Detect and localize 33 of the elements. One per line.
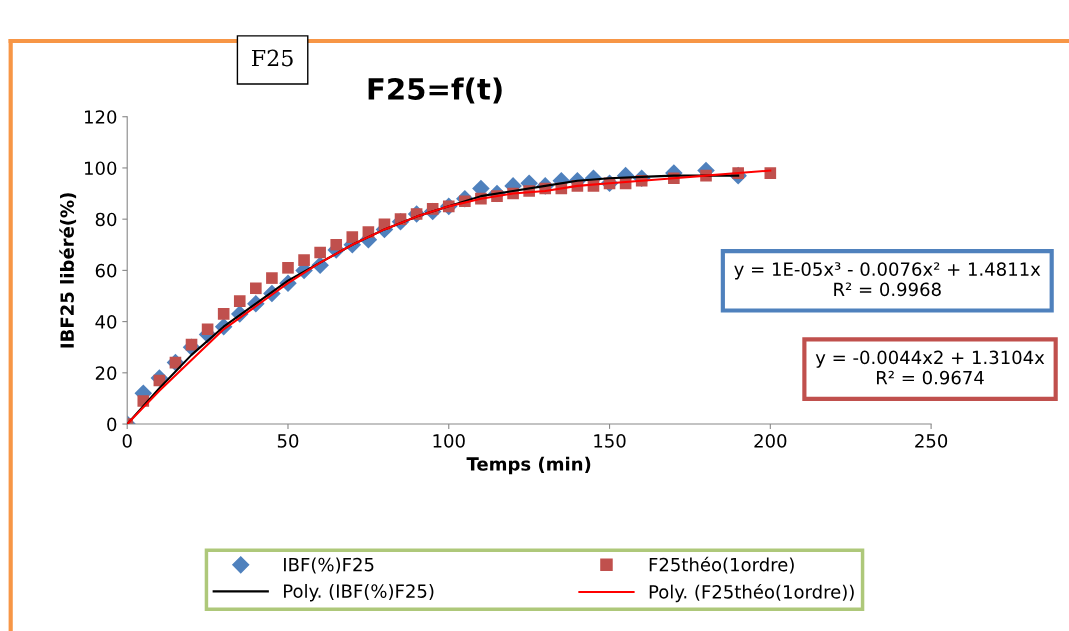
y-tick-label: 20 (95, 366, 117, 380)
annotation: y = -0.0044x2 + 1.3104x R² = 0.9674 (815, 350, 1045, 385)
x-axis-title: Temps (min) (466, 456, 591, 475)
point (266, 272, 278, 284)
y-tick-label: 100 (85, 161, 117, 176)
legend-label: Poly. (F25théo(1ordre)) (649, 583, 854, 603)
point (201, 323, 214, 336)
point (250, 282, 262, 295)
legend-label: F25théo(1ordre) (649, 556, 794, 574)
y-tick-label: 80 (95, 212, 117, 227)
x-tick-label: 50 (277, 434, 299, 448)
legend-label: Poly. (IBF(%)F25) (284, 583, 434, 602)
y-tick-label: 60 (95, 263, 117, 278)
point (314, 246, 326, 259)
y-tick-label: 120 (85, 110, 117, 124)
point (233, 295, 246, 307)
legend-label: IBF(%)F25 (284, 557, 374, 574)
y-tick-label: 40 (95, 315, 117, 329)
annotation: y = 1E-05x³ - 0.0076x² + 1.4811x R² = 0.9968 (734, 262, 1041, 297)
x-tick-label: 100 (433, 434, 465, 448)
point (330, 238, 343, 251)
x-tick-label: 200 (754, 434, 787, 448)
x-tick-label: 0 (122, 434, 132, 448)
point (346, 231, 359, 243)
x-tick-label: 250 (915, 434, 948, 448)
point (217, 308, 230, 320)
y-axis-title: IBF25 libéré(%) (59, 193, 77, 348)
chart-title: F25=f(t) (368, 77, 502, 104)
y-tick-label: 0 (107, 417, 117, 432)
point (282, 262, 294, 274)
point (298, 254, 310, 266)
text: F25 (251, 49, 293, 67)
x-tick-label: 150 (594, 434, 626, 448)
